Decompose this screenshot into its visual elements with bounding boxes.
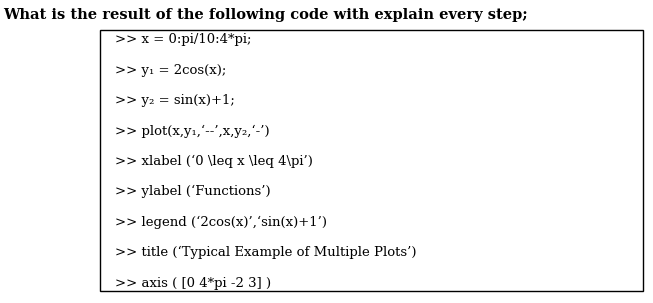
Text: >> axis ( [0 4*pi -2 3] ): >> axis ( [0 4*pi -2 3] ) xyxy=(115,277,271,289)
Text: >> legend (‘2cos(x)’,‘sin(x)+1’): >> legend (‘2cos(x)’,‘sin(x)+1’) xyxy=(115,216,327,229)
Text: >> ylabel (‘Functions’): >> ylabel (‘Functions’) xyxy=(115,185,270,198)
Text: >> title (‘Typical Example of Multiple Plots’): >> title (‘Typical Example of Multiple P… xyxy=(115,246,417,259)
Text: What is the result of the following code with explain every step;: What is the result of the following code… xyxy=(3,8,528,22)
Text: >> x = 0:pi/10:4*pi;: >> x = 0:pi/10:4*pi; xyxy=(115,34,251,46)
Text: >> plot(x,y₁,‘--’,x,y₂,‘-’): >> plot(x,y₁,‘--’,x,y₂,‘-’) xyxy=(115,125,270,138)
Text: >> y₁ = 2cos(x);: >> y₁ = 2cos(x); xyxy=(115,64,227,77)
FancyBboxPatch shape xyxy=(100,30,643,291)
Text: >> xlabel (‘0 \leq x \leq 4\pi’): >> xlabel (‘0 \leq x \leq 4\pi’) xyxy=(115,155,313,168)
Text: >> y₂ = sin(x)+1;: >> y₂ = sin(x)+1; xyxy=(115,94,235,107)
